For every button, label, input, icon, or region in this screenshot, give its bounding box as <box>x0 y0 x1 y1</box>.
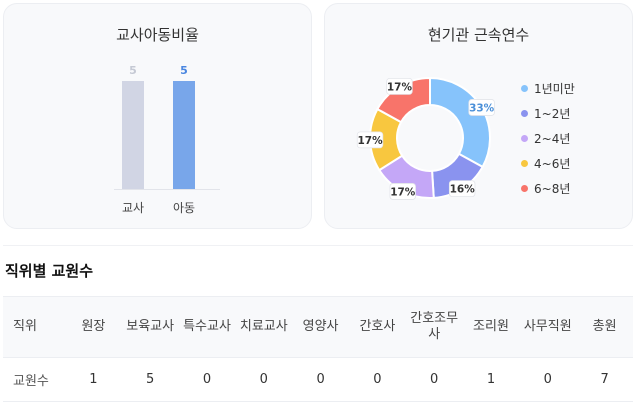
staff-table: 직위 원장 보육교사 특수교사 치료교사 영양사 간호사 간호조무사 조리원 사… <box>3 296 633 402</box>
donut-label-text: 16% <box>450 184 476 196</box>
staff-table-header-row: 직위 원장 보육교사 특수교사 치료교사 영양사 간호사 간호조무사 조리원 사… <box>3 296 633 358</box>
cell-nurse-aide: 0 <box>405 357 463 402</box>
legend-label: 2~4년 <box>534 132 571 146</box>
teacher-bar <box>122 81 144 189</box>
legend-label: 1년미만 <box>534 82 575 96</box>
header-nurse-aide: 간호조무사 <box>405 296 463 358</box>
donut-label-text: 33% <box>469 102 495 114</box>
header-cook: 조리원 <box>462 296 520 358</box>
legend-item-2-4y: 2~4년 <box>521 126 575 151</box>
cell-office-staff: 0 <box>519 357 577 402</box>
header-office-staff: 사무직원 <box>519 296 577 358</box>
donut-label-text: 17% <box>357 135 383 147</box>
legend-label: 4~6년 <box>534 157 571 171</box>
teacher-bar-value: 5 <box>129 64 137 77</box>
header-special-teacher: 특수교사 <box>178 296 236 358</box>
cell-nurse: 0 <box>348 357 406 402</box>
donut-label-text: 17% <box>387 81 413 93</box>
cell-cook: 1 <box>462 357 520 402</box>
child-bar-value: 5 <box>180 64 188 77</box>
cell-total: 7 <box>576 357 633 402</box>
header-position: 직위 <box>3 296 65 358</box>
tenure-donut-chart: 33% 16% 17% 17% 17% <box>356 76 495 200</box>
header-childcare-teacher: 보육교사 <box>121 296 179 358</box>
header-nutritionist: 영양사 <box>292 296 349 358</box>
donut-label-text: 17% <box>390 186 416 198</box>
legend-dot <box>521 160 528 167</box>
cell-special-teacher: 0 <box>178 357 236 402</box>
child-bar-label: 아동 <box>172 201 196 215</box>
bar-axis <box>114 189 220 190</box>
legend-label: 6~8년 <box>534 182 571 196</box>
legend-dot <box>521 185 528 192</box>
legend-dot <box>521 85 528 92</box>
legend-item-6-8y: 6~8년 <box>521 176 575 201</box>
header-total: 총원 <box>576 296 633 358</box>
legend-label: 1~2년 <box>534 107 571 121</box>
donut-data-label: 17% <box>356 131 384 149</box>
header-therapy-teacher: 치료교사 <box>235 296 293 358</box>
table-row: 교원수 1 5 0 0 0 0 0 1 0 7 <box>3 357 633 402</box>
cell-therapy-teacher: 0 <box>235 357 293 402</box>
header-director: 원장 <box>65 296 122 358</box>
donut-data-label: 16% <box>448 180 476 198</box>
legend-item-1-2y: 1~2년 <box>521 101 575 126</box>
teacher-bar-label: 교사 <box>121 201 145 215</box>
cell-childcare-teacher: 5 <box>121 357 179 402</box>
tenure-legend: 1년미만 1~2년 2~4년 4~6년 6~8년 <box>521 76 575 201</box>
donut-data-label: 17% <box>386 77 413 95</box>
staff-section-title: 직위별 교원수 <box>5 262 94 280</box>
legend-item-4-6y: 4~6년 <box>521 151 575 176</box>
teacher-child-ratio-card: 교사아동비율 5 5 교사 아동 <box>3 3 312 229</box>
ratio-chart-title: 교사아동비율 <box>116 26 199 44</box>
section-divider <box>3 245 633 246</box>
legend-item-under-1y: 1년미만 <box>521 76 575 101</box>
cell-director: 1 <box>65 357 122 402</box>
header-nurse: 간호사 <box>348 296 406 358</box>
donut-data-label: 17% <box>389 183 416 200</box>
legend-dot <box>521 135 528 142</box>
donut-data-label: 33% <box>468 99 495 116</box>
row-label: 교원수 <box>3 357 65 402</box>
tenure-card: 현기관 근속연수 33% 16% 17% 17% 17% 1년미만 1~2년 2~4년 … <box>324 3 633 229</box>
legend-dot <box>521 110 528 117</box>
child-bar <box>173 81 195 189</box>
cell-nutritionist: 0 <box>292 357 349 402</box>
tenure-chart-title: 현기관 근속연수 <box>427 26 530 44</box>
